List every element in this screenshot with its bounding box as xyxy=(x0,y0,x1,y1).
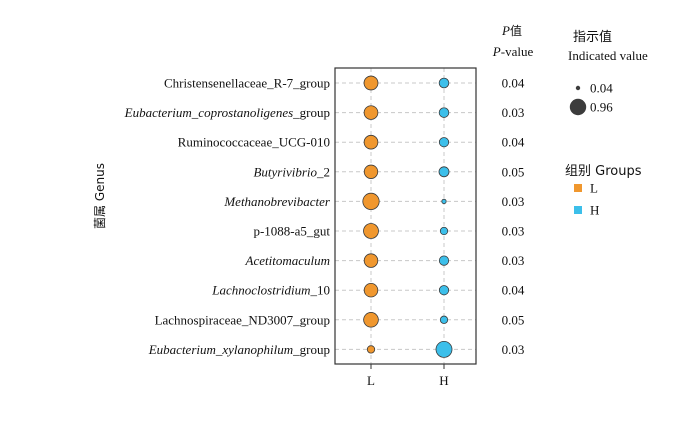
size-legend-label: 0.04 xyxy=(590,81,613,96)
genus-label: Eubacterium_xylanophilum_group xyxy=(148,342,330,357)
point-h xyxy=(438,137,450,148)
size-legend-title-en: Indicated value xyxy=(568,48,648,63)
point-h xyxy=(438,285,450,296)
group-legend-title: 组别 Groups xyxy=(565,164,642,179)
group-legend: LH xyxy=(574,181,599,218)
point-l xyxy=(363,312,379,328)
point-l xyxy=(363,105,379,120)
size-legend-marker xyxy=(569,98,587,116)
p-value: 0.05 xyxy=(502,164,525,179)
group-legend-swatch-h xyxy=(574,206,582,214)
p-value: 0.03 xyxy=(502,253,525,268)
group-legend-label: L xyxy=(590,181,598,196)
p-value: 0.04 xyxy=(502,135,525,150)
x-tick-label: H xyxy=(439,373,448,388)
y-axis-title: 菌属 Genus xyxy=(93,163,107,229)
point-h xyxy=(441,198,447,204)
point-h xyxy=(438,166,450,178)
size-legend: 0.04 0.96 xyxy=(569,81,613,116)
grid-lines xyxy=(335,68,476,364)
point-l xyxy=(366,345,376,354)
point-h xyxy=(438,255,450,266)
p-value-header-cn: P值 xyxy=(501,23,522,38)
genus-label: p-1088-a5_gut xyxy=(253,224,330,239)
p-value: 0.03 xyxy=(502,342,525,357)
p-value: 0.03 xyxy=(502,194,525,209)
point-h xyxy=(439,226,449,236)
genus-label: Acetitomaculum xyxy=(245,253,330,268)
plot-frame xyxy=(334,67,477,365)
genus-label: Eubacterium_coprostanoligenes_group xyxy=(124,105,330,120)
p-value: 0.05 xyxy=(502,312,525,327)
genus-label: Lachnospiraceae_ND3007_group xyxy=(155,312,330,327)
p-value: 0.03 xyxy=(502,224,525,239)
point-h xyxy=(438,107,450,118)
genus-label: Butyrivibrio_2 xyxy=(253,164,330,179)
x-tick-label: L xyxy=(367,373,375,388)
p-value-column: 0.04 0.03 0.04 0.05 0.03 0.03 0.03 0.04 0.05 0.03 xyxy=(502,76,525,357)
p-value-header-en: P-value xyxy=(492,44,534,59)
data-points xyxy=(362,75,453,358)
group-legend-swatch-l xyxy=(574,184,582,192)
genus-label: Lachnoclostridium_10 xyxy=(211,283,330,298)
point-l xyxy=(362,192,380,210)
group-legend-label: H xyxy=(590,203,599,218)
point-l xyxy=(363,283,379,298)
genus-labels: Christensenellaceae_R-7_group Eubacterium… xyxy=(124,76,331,357)
size-legend-marker xyxy=(575,85,581,91)
p-value: 0.03 xyxy=(502,105,525,120)
point-h xyxy=(435,340,453,358)
point-h xyxy=(439,315,449,324)
point-l xyxy=(363,134,379,150)
genus-label: Christensenellaceae_R-7_group xyxy=(164,76,330,91)
point-l xyxy=(363,253,379,268)
genus-label: Ruminococcaceae_UCG-010 xyxy=(178,135,330,150)
genus-label: Methanobrevibacter xyxy=(223,194,331,209)
point-l xyxy=(363,164,379,179)
size-legend-title-cn: 指示值 xyxy=(573,29,612,45)
p-value: 0.04 xyxy=(502,76,525,91)
point-l xyxy=(363,75,379,91)
p-value: 0.04 xyxy=(502,283,525,298)
size-legend-label: 0.96 xyxy=(590,100,613,115)
point-h xyxy=(438,77,450,89)
point-l xyxy=(363,223,379,239)
